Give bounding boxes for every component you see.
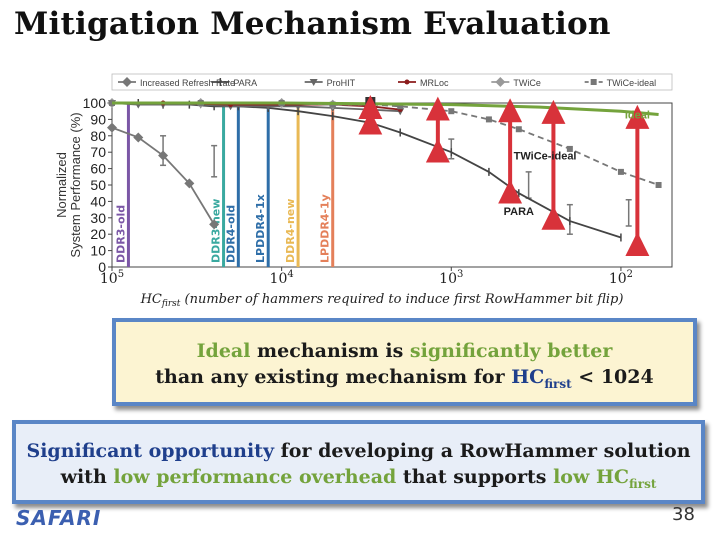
y-tick-label: 40	[90, 193, 106, 209]
legend-frame	[111, 73, 673, 91]
legend-label: Increased Refresh Rate	[140, 78, 235, 88]
chip-label: LPDDR4-1y	[319, 194, 332, 263]
low-hc-first-text: low HCfirst	[553, 466, 657, 491]
x-tick-label: 104	[270, 269, 294, 287]
chart-annotation: PARA	[504, 206, 534, 218]
data-point	[515, 126, 522, 133]
significant-opportunity-text: Significant opportunity	[26, 440, 274, 462]
x-tick-label: 102	[609, 269, 633, 287]
series-line	[112, 102, 659, 186]
page-number: 38	[672, 504, 695, 525]
box1-text-a: mechanism is	[250, 340, 410, 362]
data-point	[397, 103, 404, 110]
y-tick-label: 80	[90, 128, 106, 144]
y-tick-label: 10	[90, 243, 106, 259]
y-tick-label: 0	[98, 259, 106, 275]
box2-text-a: for developing a RowHammer solution	[274, 440, 691, 462]
legend-label: ProHIT	[327, 78, 356, 88]
data-point	[404, 79, 410, 85]
ideal-word: Ideal	[196, 340, 251, 362]
chart-annotation: TWiCe-ideal	[514, 150, 577, 162]
y-tick-label: 60	[90, 161, 106, 177]
data-point	[133, 132, 144, 143]
box1-threshold: < 1024	[571, 366, 654, 388]
y-tick-label: 90	[90, 111, 106, 127]
data-point	[495, 77, 506, 87]
y-tick-label: 20	[90, 226, 106, 242]
plot-frame	[111, 102, 673, 268]
data-point	[617, 168, 624, 175]
legend-label: PARA	[233, 78, 257, 88]
box1-text-b: than any existing mechanism for	[155, 366, 512, 388]
y-tick-label: 70	[90, 144, 106, 160]
data-point	[365, 97, 376, 107]
data-point	[107, 122, 117, 133]
box2-text-b: with	[60, 466, 114, 488]
legend-label: TWiCe	[513, 78, 541, 88]
y-tick-label: 30	[90, 210, 106, 226]
conclusion-box-ideal: Ideal mechanism is significantly better …	[112, 318, 697, 406]
box2-text-c: that supports	[396, 466, 554, 488]
data-point	[566, 145, 573, 152]
data-point	[158, 150, 169, 161]
data-point	[655, 182, 662, 188]
data-point	[485, 116, 492, 123]
conclusion-text-ideal: Ideal mechanism is significantly better …	[116, 322, 693, 397]
chip-label: DDR3-old	[114, 205, 127, 263]
data-point	[309, 79, 318, 86]
chip-label: DDR4-old	[224, 205, 237, 263]
low-performance-overhead-text: low performance overhead	[113, 466, 397, 488]
conclusion-box-opportunity: Significant opportunity for developing a…	[12, 420, 705, 504]
hc-first-label: HCfirst	[511, 366, 572, 391]
x-axis-label: HCfirst (number of hammers required to i…	[140, 292, 624, 309]
chip-label: DDR4-new	[284, 199, 297, 263]
chip-label: DDR3-new	[210, 199, 223, 263]
data-point	[209, 219, 220, 230]
data-point	[122, 77, 132, 87]
conclusion-text-opportunity: Significant opportunity for developing a…	[16, 424, 701, 497]
x-tick-label: 105	[100, 269, 124, 287]
y-axis-label: Normalized	[54, 152, 69, 218]
chart-annotation: Ideal	[625, 109, 650, 121]
y-tick-label: 50	[90, 177, 106, 193]
chip-label: LPDDR4-1x	[254, 194, 267, 263]
safari-logo: SAFARI	[16, 506, 102, 530]
y-tick-label: 100	[83, 95, 107, 111]
data-point	[184, 178, 195, 189]
data-point	[590, 79, 597, 85]
x-tick-label: 103	[439, 269, 463, 287]
significantly-better-text: significantly better	[409, 340, 613, 362]
data-point	[448, 108, 455, 115]
series-line	[112, 101, 659, 116]
legend-label: MRLoc	[420, 78, 449, 88]
slide-title: Mitigation Mechanism Evaluation	[14, 6, 611, 42]
legend-label: TWiCe-ideal	[607, 78, 657, 88]
y-axis-label: System Performance (%)	[68, 112, 83, 257]
series-line	[111, 102, 401, 113]
